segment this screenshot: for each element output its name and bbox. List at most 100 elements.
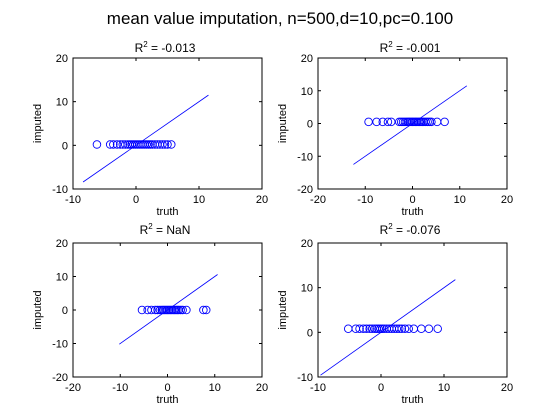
- panel-3-data-point: [137, 305, 147, 315]
- panel-1-title-prefix: R: [134, 41, 144, 55]
- panel-4-data-point: [355, 324, 364, 334]
- panel-1-data-point: [121, 140, 130, 149]
- panel-4-ytick-label: 10: [301, 283, 313, 295]
- panel-2-data-point: [440, 117, 449, 127]
- panel-3-ytick-label: -20: [52, 372, 68, 384]
- panel-3-title: R2 = NaN: [140, 222, 191, 237]
- panel-1-data-point: [92, 140, 102, 149]
- panel-2-data-point: [378, 117, 387, 127]
- panel-3-xlabel: truth: [156, 394, 178, 406]
- panel-1-axes: -10 0 10 20 -10 0 10 20 truth imputed: [32, 53, 268, 218]
- panel-3-data-point: [178, 305, 187, 315]
- panel-4-ytick-label: -10: [297, 372, 313, 384]
- panel-1-data-point: [158, 140, 167, 149]
- panel-3-title-prefix: R: [139, 223, 149, 237]
- panel-4-xtick-label: -10: [310, 382, 326, 394]
- panel-2-xtick-label: -20: [310, 194, 326, 206]
- panel-2-xtick-label: -10: [357, 194, 373, 206]
- panel-2-data-point: [372, 117, 381, 127]
- panel-2-xtick-label: 20: [501, 194, 513, 206]
- panel-2-data-point: [383, 117, 393, 127]
- panel-2-xtick-label: 0: [409, 194, 415, 206]
- panel-3-ytick-label: -10: [52, 339, 68, 351]
- panel-4-data-point: [362, 324, 371, 334]
- panel-2-ylabel: imputed: [277, 104, 289, 143]
- panel-2-ytick-label: 20: [301, 53, 313, 65]
- panel-1-ytick-label: 0: [62, 140, 68, 152]
- panel-1-data-point: [112, 140, 122, 149]
- panel-4-xlabel: truth: [401, 394, 423, 406]
- panel-1-title-value: = -0.013: [147, 41, 196, 55]
- panel-1-xtick-label: 10: [193, 194, 205, 206]
- panel-3-data-point: [147, 305, 156, 315]
- panel-3-xtick-label: 10: [209, 382, 221, 394]
- panel-4-title-sup: 2: [388, 222, 393, 231]
- figure-title: mean value imputation, n=500,d=10,pc=0.1…: [106, 9, 454, 28]
- panel-3-xtick-label: 0: [164, 382, 170, 394]
- panel-1-xlabel: truth: [156, 206, 178, 218]
- panel-1-ytick-label: 10: [56, 97, 68, 109]
- panel-3-ylabel: imputed: [32, 290, 44, 329]
- panel-4-title: R2 = -0.076: [380, 222, 441, 237]
- panel-3-xtick-label: -20: [65, 382, 81, 394]
- panel-1-ytick-label: -10: [52, 184, 68, 196]
- panel-3-data-point: [201, 305, 211, 315]
- panel-4-title-prefix: R: [379, 223, 389, 237]
- panel-3-axes: -20 -10 0 10 20 -20 -10 0 10 20 truth imputed: [32, 238, 268, 406]
- panel-4-xtick-label: 20: [501, 382, 513, 394]
- panel-3-xtick-label: 20: [256, 382, 268, 394]
- panel-4-ylabel: imputed: [277, 290, 289, 329]
- panel-2-ytick-label: 10: [301, 86, 313, 98]
- panel-2-ytick-label: -10: [297, 151, 313, 163]
- panel-4-ytick-label: 0: [307, 327, 313, 339]
- panel-1-reference-line: [82, 94, 209, 183]
- panel-4-xtick-label: 10: [438, 382, 450, 394]
- panel-3-title-value: = NaN: [152, 223, 191, 237]
- panel-4-data-point: [424, 324, 434, 334]
- panel-1-title: R2 = -0.013: [135, 40, 196, 55]
- panel-3-data-point: [199, 305, 208, 315]
- panel-4-data-point: [395, 324, 404, 334]
- panel-1-data-point: [160, 140, 170, 149]
- panel-1-data-point: [167, 140, 176, 149]
- panel-4-xtick-label: 0: [378, 382, 384, 394]
- panel-4-data-point: [433, 324, 442, 334]
- panel-1-xtick-label: 0: [133, 194, 139, 206]
- panel-1-data-point: [105, 140, 115, 149]
- panel-4-data-point: [400, 324, 410, 334]
- panel-2-xlabel: truth: [401, 206, 423, 218]
- panel-4-data-point: [359, 324, 368, 334]
- panel-3-data-point: [153, 305, 162, 315]
- panel-1-data-point: [163, 140, 172, 149]
- panel-3-data-point: [182, 305, 191, 315]
- panel-3-title-sup: 2: [148, 222, 153, 231]
- panel-3-xtick-label: -10: [112, 382, 128, 394]
- panel-2-ytick-label: 0: [307, 119, 313, 131]
- panel-4-data-point: [365, 324, 374, 334]
- panel-2-title-value: = -0.001: [392, 41, 441, 55]
- panel-3-ytick-label: 10: [56, 272, 68, 284]
- panel-4-title-value: = -0.076: [392, 223, 441, 237]
- panel-1-xtick-label: 20: [256, 194, 268, 206]
- panel-4-ytick-label: 20: [301, 238, 313, 250]
- panel-1-ytick-label: 20: [56, 53, 68, 65]
- panel-3-ytick-label: 20: [56, 238, 68, 250]
- panel-4-data-point: [404, 324, 413, 334]
- panel-2-title: R2 = -0.001: [380, 40, 441, 55]
- panel-2-axes: -20 -10 0 10 20 -20 -10 0 10 20 truth imputed: [277, 53, 513, 218]
- panel-4-data-point: [392, 324, 402, 334]
- panel-1-xtick-label: -10: [65, 194, 81, 206]
- panel-3-ytick-label: 0: [62, 305, 68, 317]
- panel-1-ylabel: imputed: [32, 104, 44, 143]
- panel-1-data-point: [109, 140, 118, 149]
- panel-2-data-point: [427, 117, 436, 127]
- panel-2-xtick-label: 10: [454, 194, 466, 206]
- panel-1-title-sup: 2: [143, 40, 148, 49]
- panel-1-data-point: [118, 140, 128, 149]
- panel-2-ytick-label: -20: [297, 184, 313, 196]
- panel-4-axes: -10 0 10 20 -10 0 10 20 truth imputed: [277, 238, 513, 406]
- panel-2-title-prefix: R: [379, 41, 389, 55]
- panel-4-data-point: [397, 324, 407, 334]
- panel-4-data-point: [367, 324, 377, 334]
